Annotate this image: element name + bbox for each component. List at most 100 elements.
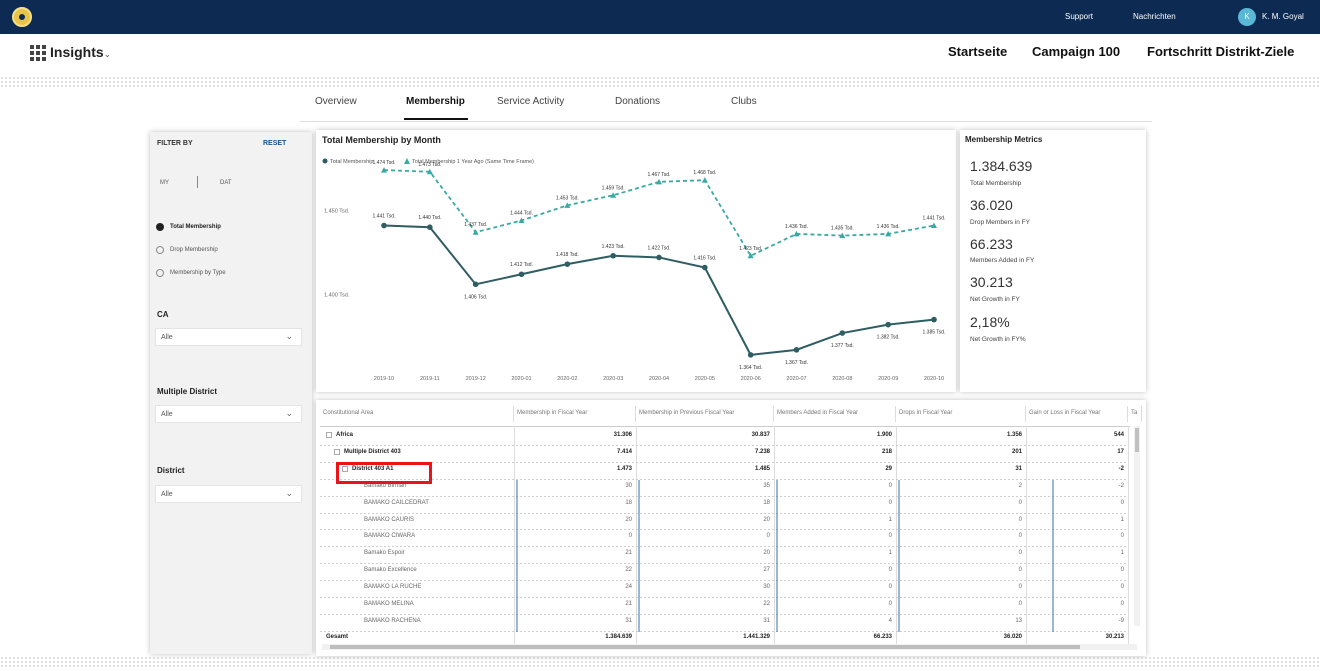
horizontal-scrollbar[interactable] — [322, 644, 1137, 650]
messages-link[interactable]: Nachrichten — [1133, 12, 1176, 21]
row-label[interactable]: District 403 A1 — [352, 465, 394, 472]
legend-label-total-membership: Total Membership — [330, 159, 373, 165]
metric-total-membership-value: 1.384.639 — [970, 158, 1033, 174]
table-cell: 0 — [1120, 533, 1124, 540]
data-label: 1.382 Tsd. — [877, 335, 900, 341]
data-label: 1.436 Tsd. — [785, 224, 808, 230]
support-link[interactable]: Support — [1065, 12, 1094, 21]
row-label[interactable]: Bamako Birnian — [364, 482, 407, 489]
column-header-membership-prev-fy[interactable]: Membership in Previous Fiscal Year — [636, 406, 774, 422]
table-cell: 0 — [628, 533, 632, 540]
row-label[interactable]: BAMAKO CAILCEDRAT — [364, 499, 429, 506]
scrollbar-thumb[interactable] — [1135, 428, 1139, 452]
total-cell: 1.384.639 — [605, 633, 632, 640]
tab-donations[interactable]: Donations — [615, 96, 661, 107]
row-divider — [320, 478, 1128, 480]
table-cell: 0 — [888, 499, 892, 506]
expand-collapse-icon[interactable] — [334, 448, 340, 455]
x-tick-label: 2020-04 — [649, 376, 669, 382]
radio-label-total-membership[interactable]: Total Membership — [170, 224, 221, 230]
row-divider — [320, 546, 1128, 548]
filter-panel: FILTER BY RESET MY DAT Total Membership … — [150, 132, 312, 654]
reset-button[interactable]: RESET — [263, 140, 287, 147]
radio-label-membership-by-type[interactable]: Membership by Type — [170, 270, 226, 276]
metric-net-growth-pct-value: 2,18% — [970, 314, 1010, 330]
row-label[interactable]: BAMAKO RACHENA — [364, 617, 421, 624]
multiple-district-select[interactable]: Alle ⌄ — [155, 405, 302, 423]
column-header-members-added[interactable]: Members Added in Fiscal Year — [774, 406, 896, 422]
table-cell: 20 — [625, 516, 632, 523]
table-cell: 218 — [881, 448, 892, 455]
table-cell: 31.306 — [613, 432, 632, 438]
column-header-drops[interactable]: Drops in Fiscal Year — [896, 406, 1026, 422]
table-cell: 30.837 — [751, 432, 770, 438]
scrollbar-thumb[interactable] — [330, 645, 1080, 649]
app-grid-icon[interactable] — [30, 45, 46, 61]
data-point-year-ago — [931, 222, 937, 229]
metric-net-growth-pct-label: Net Growth in FY% — [970, 336, 1026, 343]
data-point-year-ago — [885, 230, 892, 237]
toggle-my[interactable]: MY — [160, 180, 169, 186]
table-cell: 35 — [763, 482, 770, 489]
table-cell: 31 — [625, 617, 632, 624]
ca-select[interactable]: Alle ⌄ — [155, 328, 302, 346]
data-label: 1.467 Tsd. — [648, 172, 671, 178]
chevron-down-icon: ⌄ — [285, 331, 293, 341]
tab-overview[interactable]: Overview — [315, 96, 357, 107]
tab-service-activity[interactable]: Service Activity — [497, 96, 565, 107]
table-cell: -2 — [1118, 482, 1124, 489]
column-divider — [896, 426, 897, 646]
vertical-scrollbar[interactable] — [1134, 426, 1140, 626]
avatar[interactable]: K — [1238, 8, 1256, 26]
column-header-gain-loss[interactable]: Gain or Loss in Fiscal Year — [1026, 406, 1128, 422]
column-header-ta[interactable]: Ta — [1128, 406, 1142, 422]
table-cell: 21 — [625, 550, 632, 557]
nav-startseite[interactable]: Startseite — [948, 44, 1008, 59]
divider — [0, 656, 1320, 668]
row-label[interactable]: Bamako Excellence — [364, 567, 417, 574]
data-label: 1.437 Tsd. — [464, 222, 487, 228]
data-point-total-membership — [564, 261, 571, 267]
tab-clubs[interactable]: Clubs — [731, 96, 757, 107]
data-label: 1.441 Tsd. — [373, 214, 396, 220]
district-select[interactable]: Alle ⌄ — [155, 485, 302, 503]
line-chart[interactable]: Total Membership Total Membership 1 Year … — [316, 130, 956, 392]
table-cell: 0 — [1018, 499, 1022, 506]
data-label: 1.474 Tsd. — [373, 160, 396, 166]
nav-campaign-100[interactable]: Campaign 100 — [1032, 44, 1121, 59]
lions-logo-icon[interactable] — [12, 7, 32, 27]
radio-drop-membership[interactable] — [156, 246, 164, 254]
column-header-area[interactable]: Constitutional Area — [320, 406, 514, 422]
table-cell: 0 — [1120, 567, 1124, 574]
radio-membership-by-type[interactable] — [156, 269, 164, 277]
table-cell: 0 — [888, 533, 892, 540]
row-label[interactable]: BAMAKO LA RUCHE — [364, 584, 422, 591]
expand-collapse-icon[interactable] — [326, 432, 332, 438]
tab-membership[interactable]: Membership — [406, 96, 465, 107]
expand-collapse-icon[interactable] — [342, 465, 348, 472]
radio-total-membership[interactable] — [156, 223, 164, 231]
table-cell: 1 — [888, 550, 892, 557]
row-label[interactable]: Bamako Espoir — [364, 550, 405, 557]
column-header-membership-fy[interactable]: Membership in Fiscal Year — [514, 406, 636, 422]
row-label[interactable]: Multiple District 403 — [344, 448, 401, 455]
table-cell: 7.414 — [616, 448, 632, 455]
toggle-dat[interactable]: DAT — [220, 180, 232, 186]
column-divider — [774, 426, 775, 646]
row-label[interactable]: BAMAKO MELINA — [364, 601, 414, 607]
district-select-value: Alle — [161, 491, 173, 498]
row-label[interactable]: BAMAKO CIWARA — [364, 533, 416, 540]
nav-fortschritt-distrikt-ziele[interactable]: Fortschritt Distrikt-Ziele — [1147, 44, 1295, 59]
radio-label-drop-membership[interactable]: Drop Membership — [170, 247, 218, 253]
row-label[interactable]: Africa — [336, 432, 354, 438]
row-label[interactable]: BAMAKO CAURIS — [364, 516, 415, 523]
data-label: 1.468 Tsd. — [693, 170, 716, 176]
user-name[interactable]: K. M. Goyal — [1262, 12, 1304, 21]
data-label: 1.377 Tsd. — [831, 343, 854, 349]
table-cell: 18 — [763, 499, 770, 506]
table-cell: 18 — [625, 499, 632, 506]
app-switcher[interactable]: Insights⌄ — [50, 44, 111, 60]
table-cell: 0 — [1120, 584, 1124, 591]
data-point-total-membership — [518, 271, 525, 278]
table-cell: 1.473 — [616, 465, 632, 472]
